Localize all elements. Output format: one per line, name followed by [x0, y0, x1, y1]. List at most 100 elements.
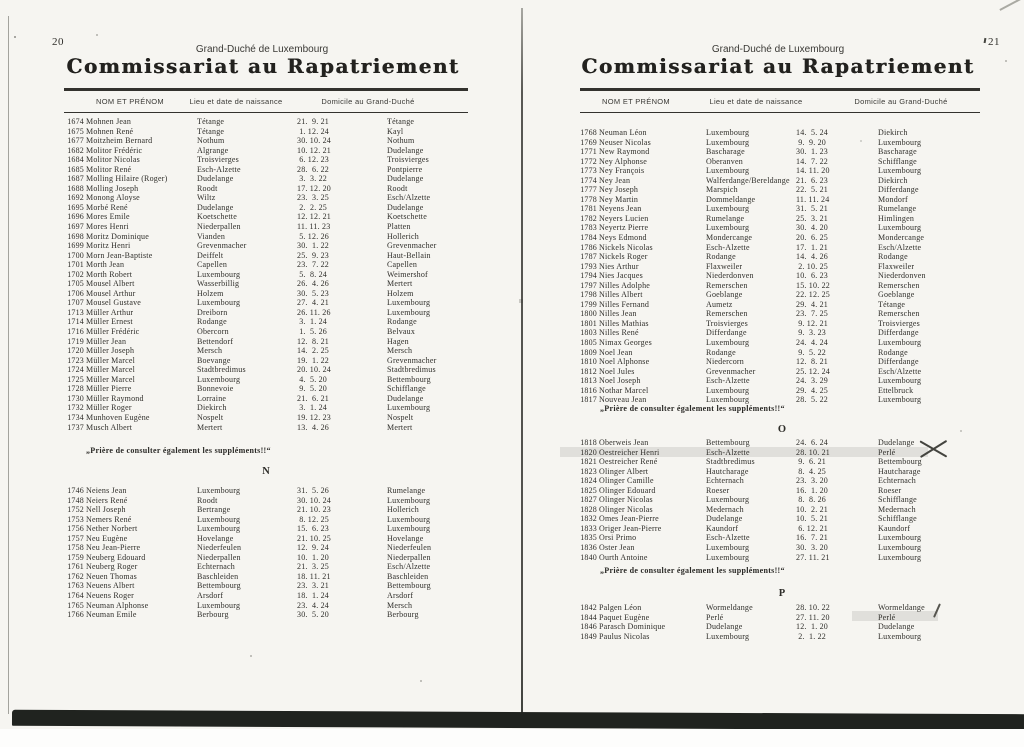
row-birth-date: 30. 3. 20 — [796, 543, 828, 553]
row-domicile: Grevenmacher — [387, 355, 437, 365]
table-row: 1705 Mousel Albert Wasserbillig 26. 4. 2… — [58, 279, 478, 289]
table-section-n: 1746 Neiens Jean Luxembourg 31. 5. 26 Ru… — [58, 486, 478, 620]
row-birth-date: 30. 1. 23 — [796, 147, 828, 157]
table-row: 1840 Ourth Antoine Luxembourg 27. 11. 21… — [575, 553, 983, 563]
row-name: Molling Hilaire (Roger) — [86, 174, 168, 184]
row-birth-date: 21. 3. 25 — [297, 562, 329, 572]
row-number: 1724 — [67, 365, 84, 375]
row-birth-place: Remerschen — [706, 309, 748, 319]
table-row: 1677 Moitzheim Bernard Nothum 30. 10. 24… — [58, 136, 478, 146]
row-birth-place: Arsdorf — [197, 591, 224, 601]
scan-noise-specks — [0, 0, 2, 2]
row-birth-date: 12. 12. 21 — [297, 212, 331, 222]
row-domicile: Luxembourg — [387, 403, 431, 413]
table-row: 1810 Noel Alphonse Niedercorn 12. 8. 21 … — [575, 357, 983, 367]
row-birth-date: 22. 12. 25 — [796, 290, 830, 300]
row-domicile: Differdange — [878, 357, 919, 367]
row-birth-date: 21. 10. 23 — [297, 505, 331, 515]
row-birth-date: 30. 10. 24 — [297, 136, 331, 146]
row-name: Olinger Nicolas — [599, 495, 653, 505]
table-row: 1759 Neuberg Edouard Niederpallen 10. 1.… — [58, 553, 478, 563]
pencil-x-mark — [918, 438, 948, 460]
row-domicile: Schifflange — [387, 384, 426, 394]
row-birth-place: Wiltz — [197, 193, 216, 203]
region-title-right: Grand-Duché de Luxembourg — [711, 44, 845, 55]
column-header-name-right: NOM ET PRÉNOM — [602, 97, 670, 106]
row-domicile: Hollerich — [387, 505, 420, 515]
row-domicile: Rodange — [387, 317, 417, 327]
row-birth-place: Niederdonven — [706, 271, 754, 281]
row-name: Müller Roger — [86, 403, 132, 413]
row-name: Mohnen René — [86, 126, 134, 136]
row-birth-place: Bettembourg — [706, 438, 750, 447]
table-row: 1723 Müller Marcel Boevange 19. 1. 22 Gr… — [58, 356, 478, 366]
row-name: Mores Henri — [86, 222, 129, 232]
row-name: Nell Joseph — [86, 505, 126, 515]
row-birth-date: 27. 11. 21 — [796, 552, 830, 562]
row-name: Moritz Dominique — [86, 231, 149, 241]
row-domicile: Berbourg — [387, 610, 419, 620]
row-birth-date: 28. 10. 22 — [796, 603, 830, 612]
row-birth-date: 10. 1. 20 — [297, 552, 329, 562]
row-birth-date: 10. 2. 21 — [796, 504, 828, 514]
row-name: Nilles Jean — [599, 309, 637, 319]
row-domicile: Luxembourg — [878, 376, 922, 386]
section-letter-p: P — [778, 588, 786, 599]
row-number: 1700 — [67, 250, 84, 260]
column-header-birth-right: Lieu et date de naissance — [709, 97, 803, 106]
row-birth-place: Vianden — [197, 231, 226, 241]
row-birth-place: Roodt — [197, 183, 218, 193]
row-name: Munhoven Eugène — [86, 412, 150, 422]
row-birth-date: 13. 4. 26 — [297, 422, 329, 432]
table-row: 1684 Molitor Nicolas Troisvierges 6. 12.… — [58, 155, 478, 165]
row-birth-date: 30. 5. 23 — [297, 288, 329, 298]
row-birth-date: 21. 6. 23 — [796, 175, 828, 185]
table-row: 1753 Nemers René Luxembourg 8. 12. 25 Lu… — [58, 515, 478, 525]
row-birth-place: Luxembourg — [197, 600, 241, 610]
row-name: Musch Albert — [86, 422, 133, 432]
row-birth-place: Grevenmacher — [197, 241, 247, 251]
table-row: 1724 Müller Marcel Stadtbredimus 20. 10.… — [58, 365, 478, 375]
table-row: 1757 Neu Eugène Hovelange 21. 10. 25 Hov… — [58, 534, 478, 544]
row-birth-place: Rodange — [706, 347, 736, 357]
row-domicile: Pontpierre — [387, 164, 423, 174]
row-birth-date: 14. 11. 20 — [796, 166, 830, 176]
row-birth-date: 12. 9. 24 — [297, 543, 329, 553]
row-domicile: Differdange — [878, 185, 919, 195]
row-domicile: Grevenmacher — [387, 241, 437, 251]
table-row: 1700 Morn Jean-Baptiste Deiffelt 25. 9. … — [58, 251, 478, 261]
table-section-o: 1818 Oberweis Jean Bettembourg 24. 6. 24… — [575, 438, 983, 562]
row-birth-place: Bascharage — [706, 147, 745, 157]
row-birth-place: Rodange — [197, 317, 227, 327]
table-row: 1762 Neuen Thomas Baschleiden 18. 11. 21… — [58, 572, 478, 582]
row-birth-place: Hovelange — [197, 533, 234, 543]
table-row: 1849 Paulus Nicolas Luxembourg 2. 1. 22 … — [575, 632, 983, 642]
table-row: 1763 Neuens Albert Bettembourg 23. 3. 21… — [58, 581, 478, 591]
row-number: 1766 — [67, 610, 84, 620]
row-birth-date: 17. 1. 21 — [796, 242, 828, 252]
row-birth-place: Luxembourg — [706, 543, 750, 553]
row-name: Neuser Nicolas — [599, 137, 651, 147]
row-number: 1730 — [67, 393, 84, 403]
row-name: Noel Jean — [599, 347, 633, 357]
row-number: 1684 — [67, 155, 84, 165]
table-row: 1758 Neu Jean-Pierre Niederfeulen 12. 9.… — [58, 543, 478, 553]
row-number: 1688 — [67, 183, 84, 193]
row-birth-date: 17. 12. 20 — [297, 183, 331, 193]
table-row: 1801 Nilles Mathias Troisvierges 9. 12. … — [575, 319, 983, 329]
row-number: 1765 — [67, 600, 84, 610]
table-row: 1752 Nell Joseph Bertrange 21. 10. 23 Ho… — [58, 505, 478, 515]
row-number: 1746 — [67, 486, 84, 495]
row-birth-date: 30. 10. 24 — [297, 495, 331, 505]
row-name: Oster Jean — [599, 543, 635, 553]
row-number: 1698 — [67, 231, 84, 241]
row-birth-place: Luxembourg — [706, 137, 750, 147]
row-birth-place: Esch-Alzette — [706, 533, 750, 543]
row-number: 1728 — [67, 384, 84, 394]
row-birth-date: 19. 12. 23 — [297, 412, 331, 422]
row-name: Müller Raymond — [86, 393, 144, 403]
row-birth-date: 24. 3. 29 — [796, 376, 828, 386]
row-birth-date: 31. 5. 21 — [796, 204, 828, 214]
row-domicile: Capellen — [387, 260, 418, 270]
row-name: Neuen Thomas — [86, 571, 137, 581]
